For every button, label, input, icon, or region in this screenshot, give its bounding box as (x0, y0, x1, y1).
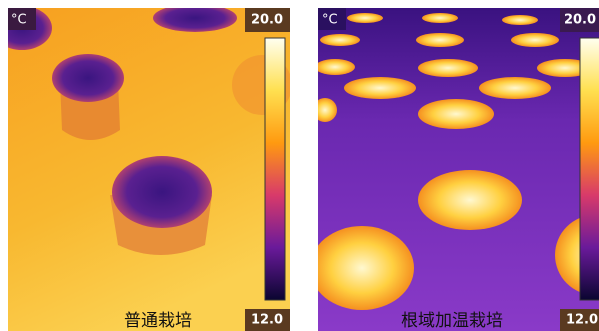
thermal-comparison: °C 20.0 12.0 普通栽培 °C (0, 0, 599, 331)
scale-max: 20.0 (251, 13, 283, 28)
color-scale (265, 38, 285, 300)
thermal-image-normal: °C 20.0 12.0 普通栽培 (0, 4, 292, 331)
unit: °C (322, 13, 338, 28)
thermal-image-heated: °C 20.0 12.0 根域加温栽培 (310, 8, 599, 331)
scale-min: 12.0 (251, 313, 283, 328)
scale-min: 12.0 (566, 313, 598, 328)
color-scale (580, 38, 599, 300)
panel-label: 普通栽培 (124, 311, 192, 331)
panel-label: 根域加温栽培 (401, 311, 503, 331)
scale-max: 20.0 (564, 13, 596, 28)
unit: °C (11, 13, 27, 28)
